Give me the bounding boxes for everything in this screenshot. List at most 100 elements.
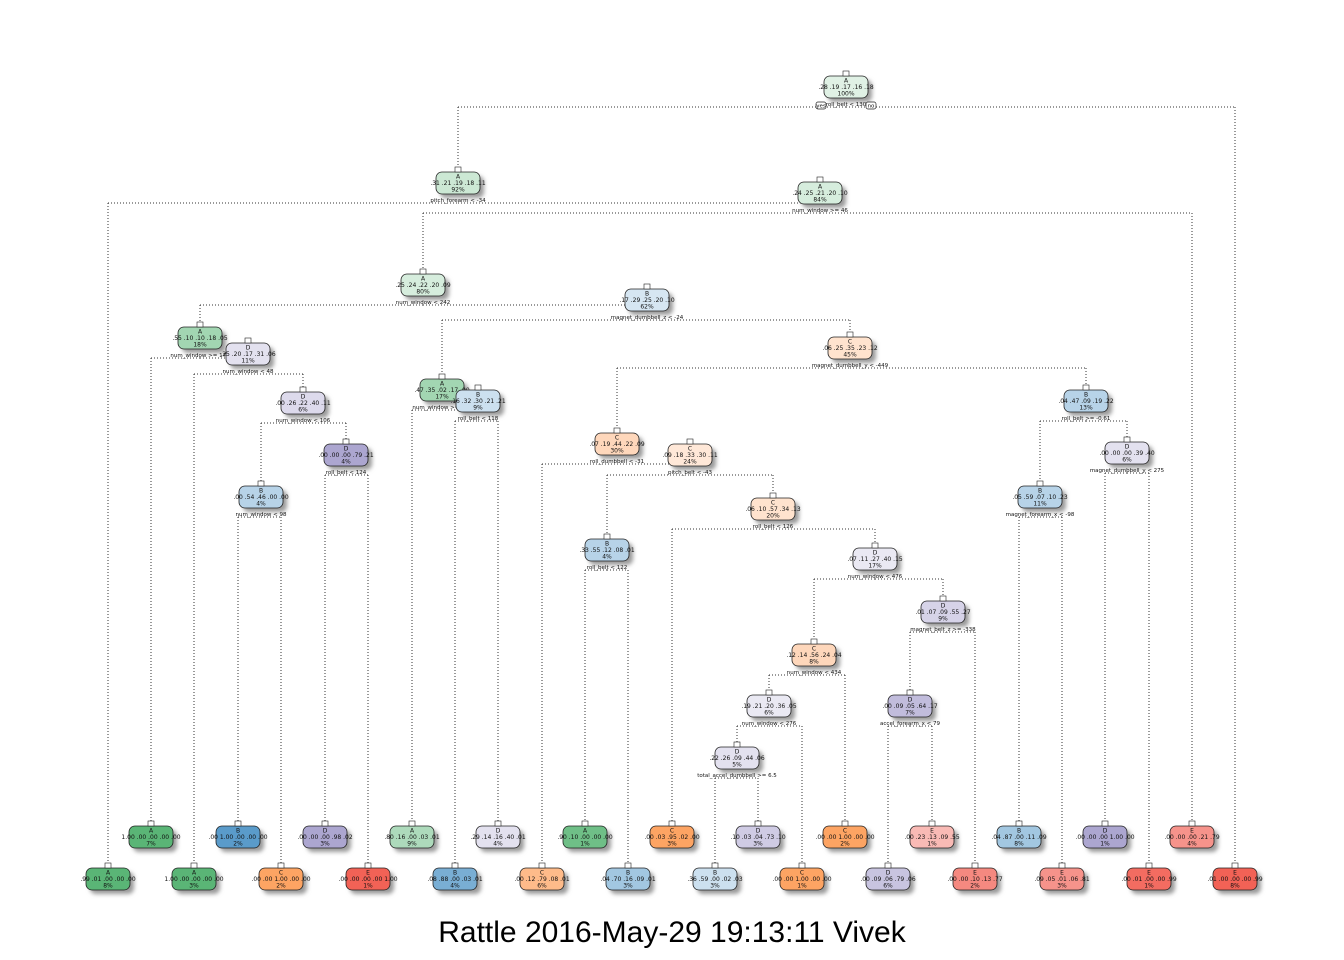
node-class: D bbox=[344, 446, 349, 453]
node-probabilities: .10 .03 .04 .73 .10 bbox=[730, 834, 786, 841]
node-number-tab bbox=[277, 862, 285, 869]
node-number-tab bbox=[816, 176, 824, 183]
node-number-tab bbox=[234, 820, 242, 827]
node-number-tab bbox=[841, 820, 849, 827]
node-probabilities: .04 .47 .09 .19 .22 bbox=[1058, 398, 1114, 405]
node-percent: 3% bbox=[320, 841, 330, 848]
node-percent: 18% bbox=[193, 342, 207, 349]
node-class: A bbox=[844, 78, 849, 85]
node-probabilities: .09 .05 .01 .06 .81 bbox=[1034, 876, 1090, 883]
node-class: E bbox=[1233, 870, 1237, 877]
node-percent: 11% bbox=[241, 358, 255, 365]
node-percent: 9% bbox=[473, 405, 483, 412]
node-probabilities: .00 .00 .00 .39 .40 bbox=[1099, 450, 1155, 457]
leaf-node: E.01 .00 .00 .00 .998% bbox=[1207, 862, 1263, 894]
split-label: roll_belt >= -0.61 bbox=[1062, 416, 1111, 422]
node-percent: 9% bbox=[938, 616, 948, 623]
leaf-node: E.00 .00 .10 .13 .772% bbox=[947, 862, 1003, 894]
node-number-tab bbox=[1015, 820, 1023, 827]
node-number-tab bbox=[871, 542, 879, 549]
node-number-tab bbox=[769, 492, 777, 499]
node-percent: 3% bbox=[753, 841, 763, 848]
node-percent: 2% bbox=[276, 883, 286, 890]
node-probabilities: .17 .29 .25 .20 .10 bbox=[619, 297, 675, 304]
node-number-tab bbox=[928, 820, 936, 827]
node-class: C bbox=[688, 446, 692, 453]
node-probabilities: .00 .00 1.00 .00 .00 bbox=[772, 876, 831, 883]
node-class: C bbox=[843, 828, 847, 835]
split-label: roll_belt < 124 bbox=[326, 470, 367, 476]
node-number-tab bbox=[971, 862, 979, 869]
node-number-tab bbox=[1123, 436, 1131, 443]
split-label: total_accel_dumbbell >= 6.5 bbox=[697, 773, 777, 779]
split-label: num_window < 48 bbox=[222, 369, 274, 375]
node-percent: 1% bbox=[927, 841, 937, 848]
node-number-tab bbox=[147, 820, 155, 827]
node-class: C bbox=[279, 870, 283, 877]
node-number-tab bbox=[624, 862, 632, 869]
node-probabilities: .00 .00 1.00 .00 .00 bbox=[815, 834, 874, 841]
node-probabilities: .00 .09 .06 .79 .06 bbox=[860, 876, 916, 883]
node-percent: 17% bbox=[868, 563, 882, 570]
node-probabilities: .00 .23 .13 .09 .55 bbox=[904, 834, 960, 841]
leaf-node: C.00 .03 .95 .02 .003% bbox=[644, 820, 700, 852]
node-probabilities: .12 .14 .56 .24 .04 bbox=[786, 652, 842, 659]
node-class: B bbox=[476, 392, 480, 399]
tree-edges bbox=[107, 106, 1236, 868]
node-class: E bbox=[366, 870, 370, 877]
node-probabilities: .19 .21 .20 .36 .05 bbox=[741, 703, 797, 710]
node-percent: 4% bbox=[341, 459, 351, 466]
node-probabilities: .25 .20 .17 .31 .06 bbox=[220, 351, 276, 358]
node-number-tab bbox=[846, 331, 854, 338]
node-class: D bbox=[1125, 444, 1130, 451]
split-node: D.22 .26 .09 .44 .065% total_accel_dumbbe… bbox=[697, 741, 777, 779]
node-probabilities: .90 .10 .00 .00 .00 bbox=[557, 834, 613, 841]
split-node: D.00 .26 .22 .40 .116% num_window < 106 bbox=[275, 386, 331, 424]
node-percent: 2% bbox=[233, 841, 243, 848]
node-probabilities: .99 .01 .00 .00 .00 bbox=[80, 876, 136, 883]
node-class: A bbox=[192, 870, 197, 877]
leaf-node: B.36 .59 .00 .02 .033% bbox=[687, 862, 743, 894]
node-probabilities: .28 .19 .17 .16 .18 bbox=[818, 84, 874, 91]
leaf-node: D.10 .03 .04 .73 .103% bbox=[730, 820, 786, 852]
node-percent: 6% bbox=[764, 710, 774, 717]
node-class: B bbox=[1084, 392, 1088, 399]
node-number-tab bbox=[581, 820, 589, 827]
split-label: num_window >= 174 bbox=[170, 353, 230, 359]
split-label: pitch_belt < -43 bbox=[668, 470, 713, 476]
node-percent: 4% bbox=[256, 501, 266, 508]
node-number-tab bbox=[603, 533, 611, 540]
node-class: D bbox=[908, 697, 913, 704]
leaf-node: D.00 .00 .00 1.00 .001% bbox=[1075, 820, 1135, 852]
node-percent: 62% bbox=[640, 304, 654, 311]
node-number-tab bbox=[190, 862, 198, 869]
node-number-tab bbox=[474, 384, 482, 391]
node-number-tab bbox=[1082, 384, 1090, 391]
leaf-node: C.00 .00 1.00 .00 .001% bbox=[772, 862, 832, 894]
split-label: num_window >= 268 bbox=[412, 405, 472, 411]
split-label: num_window < 434 bbox=[787, 670, 842, 676]
split-label: roll_belt < 118 bbox=[458, 416, 499, 422]
node-probabilities: .00 .09 .05 .64 .17 bbox=[882, 703, 938, 710]
node-class: A bbox=[106, 870, 111, 877]
leaf-node: D.00 .09 .06 .79 .066% bbox=[860, 862, 916, 894]
no-label: no bbox=[868, 104, 875, 110]
split-label: roll_belt < 130 bbox=[826, 102, 867, 108]
node-probabilities: .31 .21 .19 .18 .11 bbox=[430, 180, 486, 187]
node-probabilities: .00 .00 .00 .21 .79 bbox=[1164, 834, 1220, 841]
node-probabilities: .29 .14 .16 .40 .01 bbox=[470, 834, 526, 841]
leaf-node: E.09 .05 .01 .06 .813% bbox=[1034, 862, 1090, 894]
node-class: A bbox=[198, 329, 203, 336]
node-class: B bbox=[713, 870, 717, 877]
node-percent: 92% bbox=[451, 187, 465, 194]
node-percent: 6% bbox=[883, 883, 893, 890]
node-percent: 84% bbox=[813, 197, 827, 204]
node-number-tab bbox=[798, 862, 806, 869]
node-class: D bbox=[941, 603, 946, 610]
node-probabilities: .04 .70 .16 .09 .01 bbox=[600, 876, 656, 883]
